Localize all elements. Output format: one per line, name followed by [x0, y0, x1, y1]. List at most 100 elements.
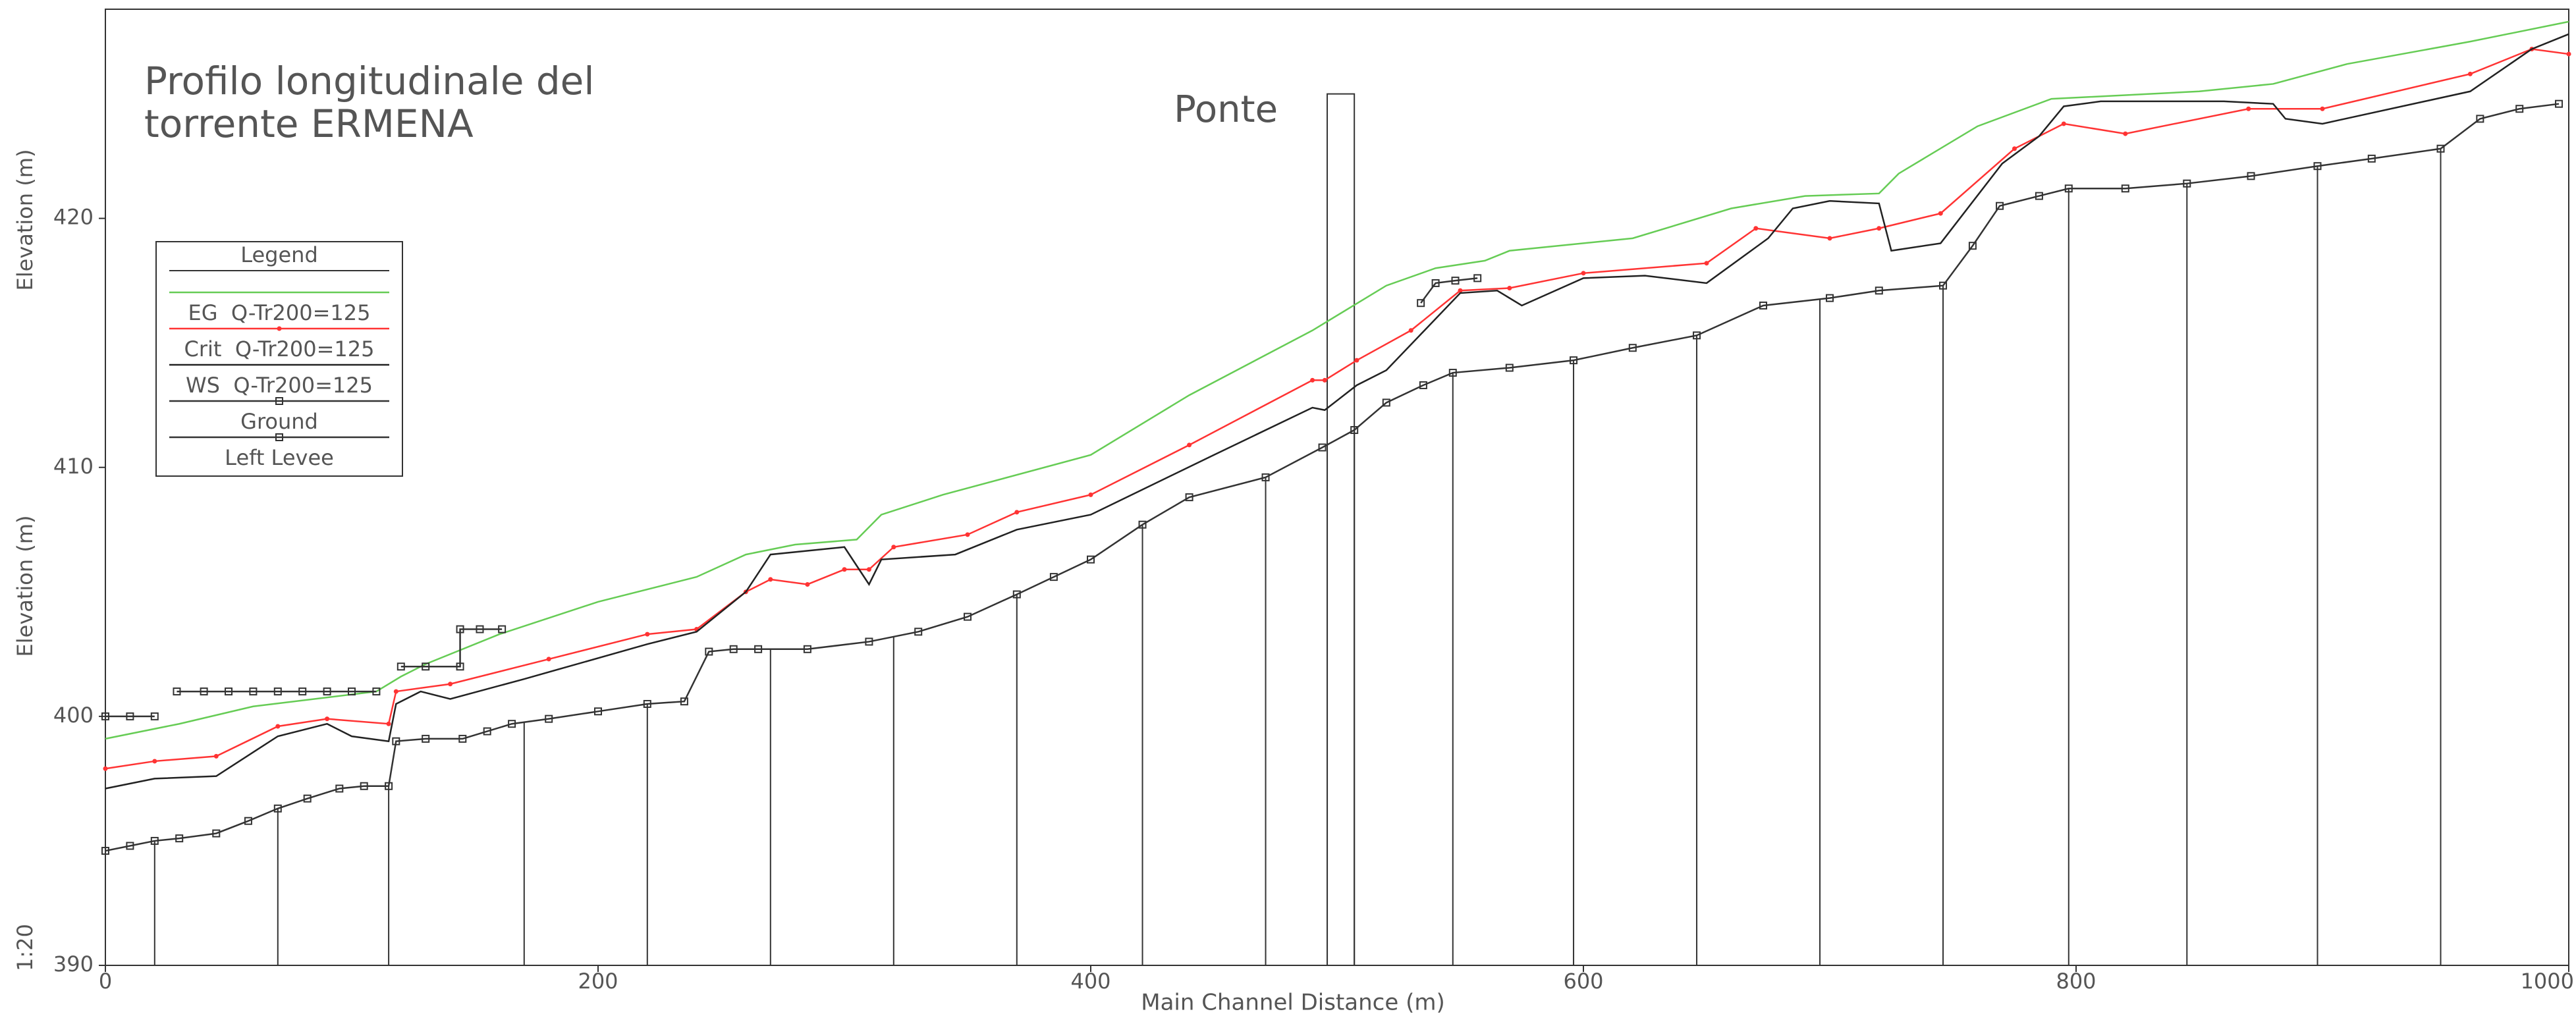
marker	[914, 628, 923, 636]
marker	[1877, 226, 1882, 231]
marker	[298, 687, 307, 696]
y-axis-label: Elevation (m)	[13, 516, 38, 657]
legend-label: EG Q-Tr200=125	[188, 300, 370, 325]
x-tick-label: 800	[2056, 969, 2096, 994]
marker	[273, 804, 282, 813]
marker	[212, 829, 221, 838]
marker	[1322, 377, 1327, 383]
bridge-label: Ponte	[1174, 88, 1278, 131]
marker	[448, 682, 453, 687]
series-line	[105, 103, 2560, 852]
marker	[891, 545, 896, 550]
marker	[213, 753, 219, 759]
marker	[866, 567, 871, 572]
marker	[2061, 121, 2066, 126]
marker	[842, 567, 847, 572]
y-tick-label: 400	[53, 703, 94, 728]
marker	[1318, 443, 1327, 452]
marker	[1448, 369, 1457, 377]
marker	[1939, 281, 1948, 290]
marker	[1570, 356, 1578, 365]
y-tick-label: 390	[53, 952, 94, 977]
marker	[705, 647, 713, 656]
marker	[1138, 520, 1147, 529]
marker	[386, 721, 391, 726]
marker	[594, 707, 602, 716]
marker	[2320, 106, 2325, 111]
marker	[101, 712, 109, 720]
marker	[1473, 274, 1482, 282]
marker	[393, 689, 398, 694]
marker	[1581, 271, 1586, 276]
marker	[2566, 51, 2571, 57]
marker	[2555, 99, 2563, 108]
legend-title: Legend	[240, 242, 318, 267]
legend-marker	[275, 433, 283, 441]
marker	[200, 687, 208, 696]
marker	[2064, 184, 2073, 193]
marker	[360, 782, 368, 790]
marker	[1704, 261, 1709, 266]
marker	[768, 577, 773, 582]
marker	[2121, 184, 2129, 193]
marker	[805, 581, 810, 587]
marker	[1451, 277, 1460, 285]
marker	[1875, 286, 1883, 295]
marker	[1382, 398, 1390, 407]
marker	[1088, 492, 1093, 497]
marker	[273, 687, 282, 696]
x-axis-label: Main Channel Distance (m)	[1141, 990, 1445, 1016]
marker	[1012, 590, 1021, 599]
marker	[225, 687, 233, 696]
marker	[865, 637, 873, 646]
marker	[103, 766, 108, 771]
y-tick-label: 420	[53, 205, 94, 230]
x-tick-label: 600	[1563, 969, 1603, 994]
marker	[2183, 179, 2191, 188]
marker	[1354, 358, 1359, 363]
marker	[1350, 426, 1359, 435]
marker	[2012, 146, 2017, 151]
marker	[1505, 363, 1514, 372]
marker	[126, 712, 134, 720]
marker	[335, 784, 344, 793]
marker	[1049, 573, 1058, 581]
marker	[392, 737, 400, 745]
marker	[249, 687, 258, 696]
marker	[126, 842, 134, 850]
marker	[2123, 131, 2128, 136]
marker	[150, 712, 159, 720]
marker	[1014, 510, 1020, 515]
marker	[729, 645, 738, 653]
legend-label: Left Levee	[225, 445, 334, 470]
marker	[1417, 299, 1425, 308]
legend-box	[155, 241, 403, 477]
marker	[1996, 202, 2004, 210]
marker	[1458, 288, 1463, 293]
chart-title: Profilo longitudinale del	[144, 59, 594, 103]
marker	[1628, 344, 1637, 352]
marker	[965, 532, 970, 537]
marker	[2476, 115, 2484, 123]
marker	[1408, 328, 1413, 333]
x-tick-label: 400	[1070, 969, 1110, 994]
marker	[498, 625, 507, 633]
marker	[303, 794, 312, 803]
marker	[1185, 493, 1193, 502]
scale-label: 1:20	[13, 924, 38, 971]
marker	[323, 687, 331, 696]
bridge	[1327, 93, 1356, 965]
marker	[645, 632, 650, 637]
legend-label: Ground	[240, 409, 318, 434]
marker	[275, 724, 281, 729]
marker	[1431, 279, 1440, 287]
marker	[1187, 443, 1192, 448]
marker	[1087, 555, 1095, 564]
marker	[643, 699, 651, 708]
legend-marker	[277, 326, 282, 331]
marker	[2247, 172, 2255, 180]
marker	[397, 662, 405, 671]
series-line	[105, 33, 2569, 790]
